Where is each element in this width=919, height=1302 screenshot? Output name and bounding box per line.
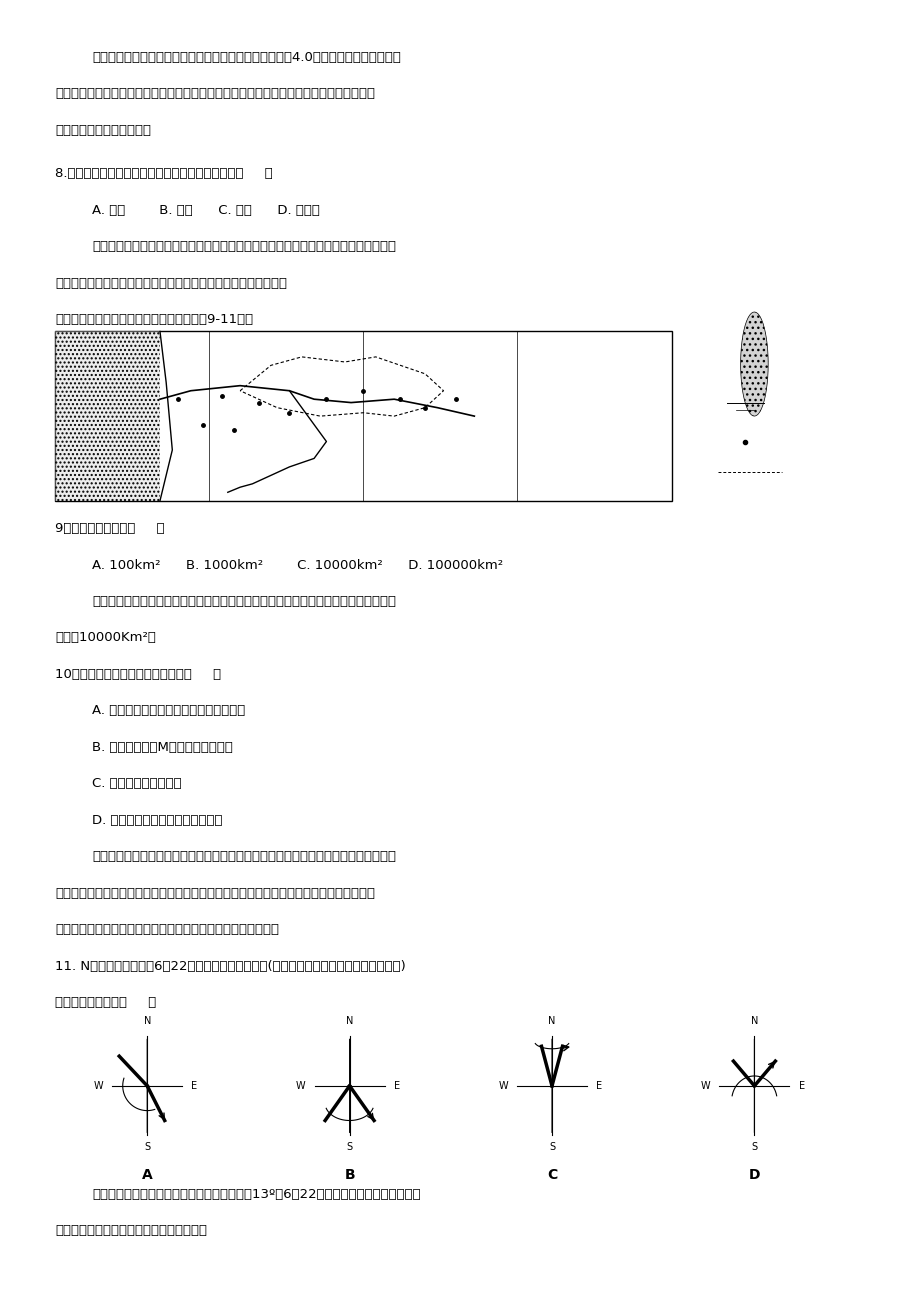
Text: C. 河流流量季节变化小: C. 河流流量季节变化小 xyxy=(92,777,181,790)
Text: 8.影响我国工业机器人应用地区差异的主要因素是（     ）: 8.影响我国工业机器人应用地区差异的主要因素是（ ） xyxy=(55,168,273,181)
Text: N: N xyxy=(548,1016,555,1026)
Text: E: E xyxy=(191,1081,198,1091)
Text: 11. N是著名游泳胜地，6月22日该地沙滩上旗杆影子(黑粗线表示影子，箭头表示移动方向): 11. N是著名游泳胜地，6月22日该地沙滩上旗杆影子(黑粗线表示影子，箭头表示… xyxy=(55,960,405,973)
Text: 东北日出，西北日落，正午太阳位于正北。: 东北日出，西北日落，正午太阳位于正北。 xyxy=(55,1224,207,1237)
Text: 一步下降，迫使企业将劳动密集型工业向工资较低的中西部转移，同时需加大科技投入，向: 一步下降，迫使企业将劳动密集型工业向工资较低的中西部转移，同时需加大科技投入，向 xyxy=(55,87,375,100)
Polygon shape xyxy=(740,312,767,417)
Text: S: S xyxy=(346,1142,352,1152)
Text: W: W xyxy=(296,1081,305,1091)
Text: 朝向变化正确的是（     ）: 朝向变化正确的是（ ） xyxy=(55,996,156,1009)
Text: N: N xyxy=(346,1016,353,1026)
Bar xyxy=(55,332,160,501)
Text: 10．下列叙述和图示地区相符的是（     ）: 10．下列叙述和图示地区相符的是（ ） xyxy=(55,668,221,681)
Text: 布最重要的因素。受加那利洋流影响，沙洲向南扩展。该地区为热带草原气候，河流流量季: 布最重要的因素。受加那利洋流影响，沙洲向南扩展。该地区为热带草原气候，河流流量季 xyxy=(55,887,375,900)
Text: 【原创】下图为某区域示意图，读图回答第9-11题。: 【原创】下图为某区域示意图，读图回答第9-11题。 xyxy=(55,314,253,327)
Text: A. 形成甲国城镇分布最重要的因素是水源: A. 形成甲国城镇分布最重要的因素是水源 xyxy=(92,704,245,717)
Text: D. 由于板块碰撞挤压，海岸线曲折: D. 由于板块碰撞挤压，海岸线曲折 xyxy=(92,814,222,827)
Text: N: N xyxy=(143,1016,151,1026)
Text: S: S xyxy=(144,1142,150,1152)
Bar xyxy=(55,332,671,501)
Text: 考点及解析：本题考察太阳方位。该地纬度约13º，6月22日，太阳直射北回归线，该地: 考点及解析：本题考察太阳方位。该地纬度约13º，6月22日，太阳直射北回归线，该… xyxy=(92,1187,420,1200)
Text: W: W xyxy=(700,1081,709,1091)
Text: A: A xyxy=(142,1168,153,1182)
Text: D: D xyxy=(748,1168,759,1182)
Text: 9．甲国面积大约为（     ）: 9．甲国面积大约为（ ） xyxy=(55,522,165,535)
Text: S: S xyxy=(751,1142,756,1152)
Text: W: W xyxy=(498,1081,507,1091)
Text: S: S xyxy=(549,1142,554,1152)
Text: N: N xyxy=(750,1016,757,1026)
Text: 节变化大。该地区距离板块消亡边界较远，碰撞挤压作用较小。: 节变化大。该地区距离板块消亡边界较远，碰撞挤压作用较小。 xyxy=(55,923,278,936)
Text: 是因为这些地区劳动力价格较高，使用机器人可以降低工资成本。: 是因为这些地区劳动力价格较高，使用机器人可以降低工资成本。 xyxy=(55,277,287,290)
Text: A. 科技        B. 资源      C. 交通      D. 劳动力: A. 科技 B. 资源 C. 交通 D. 劳动力 xyxy=(92,204,320,217)
Text: W: W xyxy=(94,1081,103,1091)
Text: E: E xyxy=(596,1081,602,1091)
Text: 考点及解析：本题考查区位因素变化对工业的影响。工业4.0时代，加工组装附加值进: 考点及解析：本题考查区位因素变化对工业的影响。工业4.0时代，加工组装附加值进 xyxy=(92,51,401,64)
Text: 面积约10000Km²。: 面积约10000Km²。 xyxy=(55,631,156,644)
Text: 考点及解析：本题考查工业的区位因素。工业机器人在华东和华南地区大量使用，主要: 考点及解析：本题考查工业的区位因素。工业机器人在华东和华南地区大量使用，主要 xyxy=(92,241,395,254)
Text: 微笑曲线两段的方向发展。: 微笑曲线两段的方向发展。 xyxy=(55,124,151,137)
Text: 考点及解析：本题考察综合分析能力。甲国所在地区气候较为干旱，水源是影响城镇分: 考点及解析：本题考察综合分析能力。甲国所在地区气候较为干旱，水源是影响城镇分 xyxy=(92,850,395,863)
Text: A. 100km²      B. 1000km²        C. 10000km²      D. 100000km²: A. 100km² B. 1000km² C. 10000km² D. 1000… xyxy=(92,559,503,572)
Text: C: C xyxy=(546,1168,557,1182)
Text: E: E xyxy=(798,1081,804,1091)
Text: E: E xyxy=(393,1081,400,1091)
Text: 考点及解析：本题考查地图知识。用割补法可将甲围置于一个经纬网组成的框内，估算: 考点及解析：本题考查地图知识。用割补法可将甲围置于一个经纬网组成的框内，估算 xyxy=(92,595,395,608)
Text: B. 受洋流影响，M地区沙洲向北扩展: B. 受洋流影响，M地区沙洲向北扩展 xyxy=(92,741,233,754)
Text: B: B xyxy=(344,1168,355,1182)
